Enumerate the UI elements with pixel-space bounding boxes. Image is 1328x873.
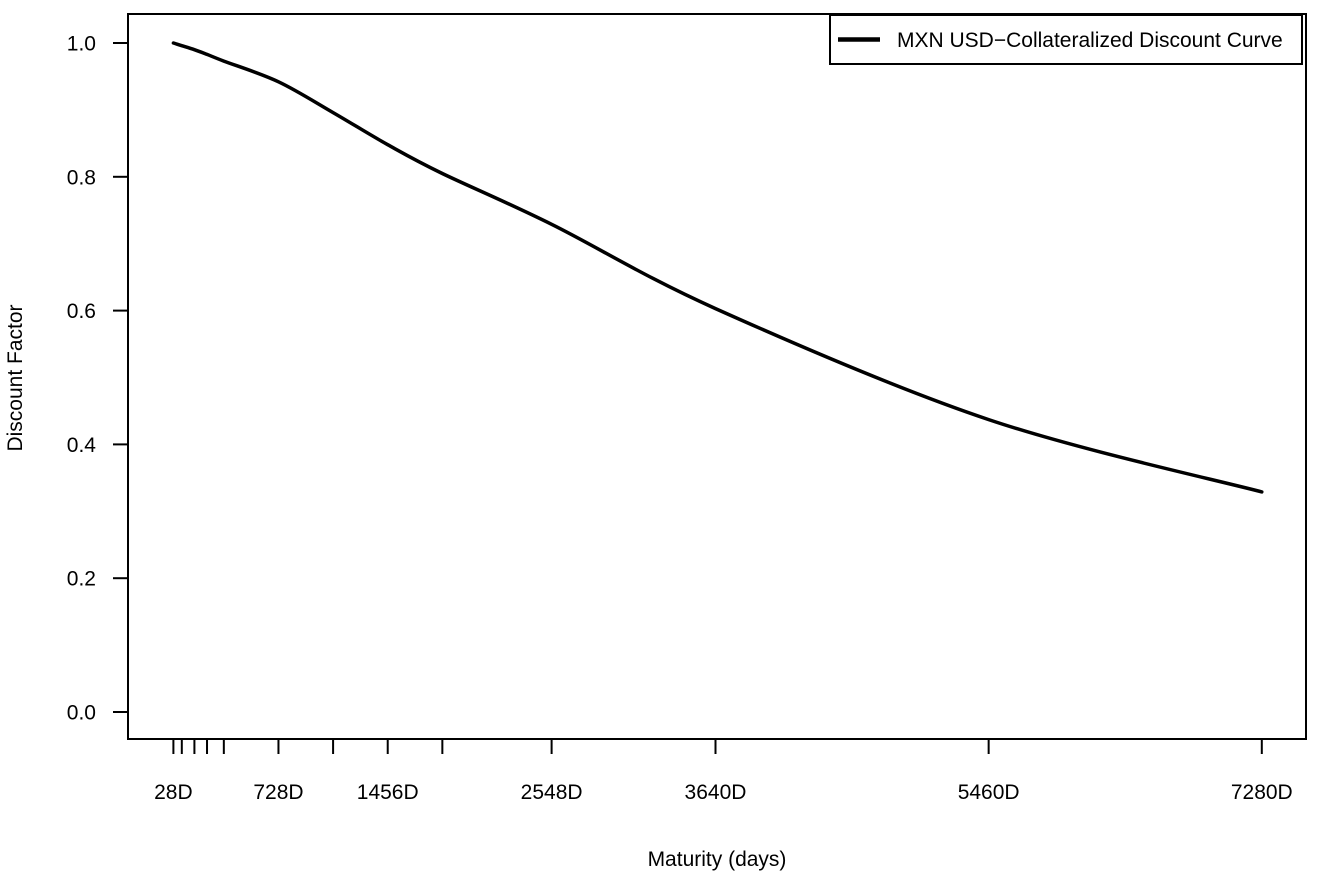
y-tick-label: 0.6 [67, 300, 96, 323]
y-tick-label: 0.8 [67, 166, 96, 189]
discount-curve-line [171, 41, 1264, 494]
x-tick-label: 5460D [958, 781, 1020, 804]
x-tick-label: 28D [154, 781, 193, 804]
y-axis-ticks: 0.0 0.2 0.4 0.6 0.8 1.0 [67, 33, 128, 725]
x-axis-title: Maturity (days) [648, 848, 787, 871]
legend-label: MXN USD−Collateralized Discount Curve [897, 29, 1283, 52]
y-axis-title: Discount Factor [4, 304, 27, 451]
x-tick-label: 728D [253, 781, 303, 804]
x-tick-label: 3640D [685, 781, 747, 804]
y-tick-label: 0.2 [67, 568, 96, 591]
y-tick-label: 0.4 [67, 434, 97, 457]
x-tick-label: 2548D [521, 781, 583, 804]
x-tick-label: 7280D [1231, 781, 1293, 804]
x-axis-ticks: 28D 728D 1456D 2548D 3640D 5460D 7280D [154, 739, 1293, 804]
x-tick-label: 1456D [357, 781, 419, 804]
y-tick-label: 1.0 [67, 33, 96, 56]
y-tick-label: 0.0 [67, 702, 96, 725]
plot-border [127, 13, 1307, 740]
legend-box [829, 14, 1303, 65]
legend: MXN USD−Collateralized Discount Curve [829, 14, 1303, 65]
curve-layer [171, 41, 1264, 494]
